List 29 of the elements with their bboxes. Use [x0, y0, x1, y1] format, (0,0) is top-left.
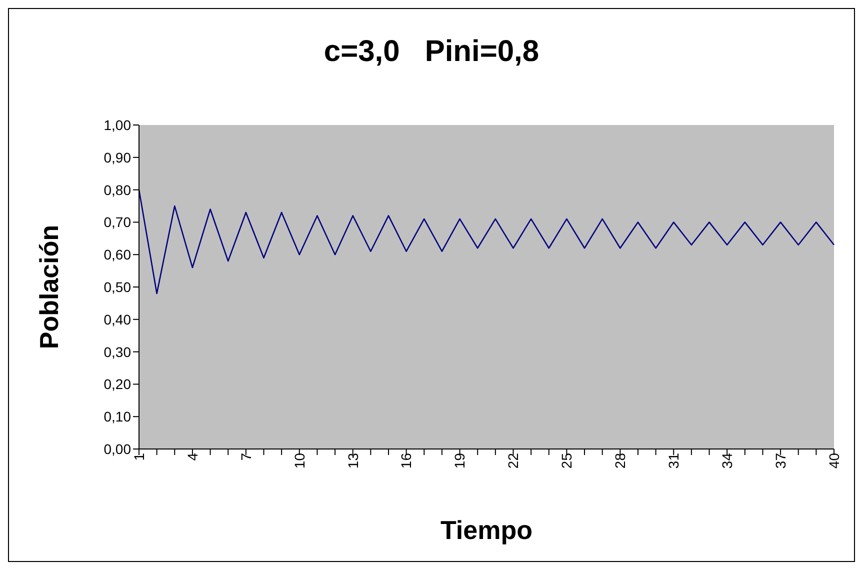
- y-tick-label: 0,50: [104, 278, 132, 295]
- x-tick-label: 4: [184, 452, 200, 461]
- chart-title: c=3,0 Pini=0,8: [322, 35, 540, 70]
- x-tick-label: 1: [130, 452, 147, 461]
- y-tick-label: 0,90: [104, 149, 132, 166]
- x-tick-label: 37: [772, 452, 788, 469]
- y-tick-label: 0,20: [104, 376, 132, 392]
- x-tick-label: 16: [398, 452, 414, 469]
- x-tick-label: 13: [344, 452, 361, 469]
- y-tick-label: 0,80: [104, 182, 132, 198]
- y-tick-label: 0,10: [104, 408, 132, 425]
- x-tick-label: 19: [452, 452, 468, 469]
- x-axis-title: Tiempo: [440, 515, 532, 545]
- x-tick-label: 7: [238, 452, 254, 461]
- y-tick-label: 0,30: [104, 344, 132, 360]
- y-tick-label: 0,60: [104, 246, 132, 263]
- y-axis-title: Población: [34, 224, 64, 350]
- x-tick-label: 10: [291, 452, 308, 469]
- x-tick-label: 25: [558, 452, 575, 469]
- y-tick-label: 1,00: [104, 116, 132, 133]
- x-tick-label: 34: [719, 452, 736, 469]
- x-tick-label: 31: [666, 452, 682, 469]
- y-tick-label: 0,70: [104, 214, 132, 230]
- line-series: [138, 189, 835, 294]
- x-tick-label: 22: [505, 452, 522, 469]
- y-tick-label: 0,00: [104, 440, 132, 457]
- x-tick-label: 40: [826, 452, 842, 469]
- y-tick-label: 0,40: [104, 311, 132, 328]
- x-tick-label: 28: [612, 452, 628, 469]
